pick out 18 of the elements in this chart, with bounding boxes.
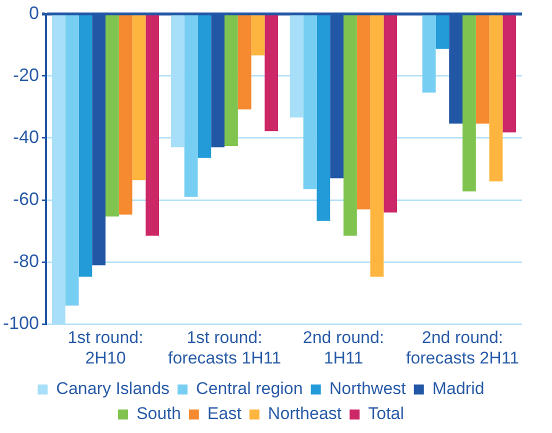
legend-label: Canary Islands <box>56 379 170 398</box>
y-tick-label: -20 <box>13 64 40 85</box>
legend-label: East <box>207 404 242 424</box>
x-tick-label: 1st round: forecasts 1H11 <box>168 328 282 368</box>
legend-label: South <box>136 404 181 424</box>
y-tick-label: -60 <box>13 189 40 210</box>
legend-label: Northeast <box>268 404 342 424</box>
y-tick-label: -100 <box>2 313 40 334</box>
legend-label: Central region <box>196 379 303 398</box>
y-tick-label: -40 <box>13 126 40 147</box>
legend-label: Northwest <box>329 379 406 398</box>
x-tick-label: 2nd round: 1H11 <box>302 328 384 368</box>
legend-label: Total <box>368 404 404 424</box>
x-tick-label: 2nd round: forecasts 2H11 <box>406 328 520 368</box>
x-tick-label: 1st round: 2H10 <box>68 328 144 368</box>
y-tick-label: 0 <box>29 2 40 23</box>
legend-label: Madrid <box>432 379 484 398</box>
y-tick-label: -80 <box>13 251 40 272</box>
